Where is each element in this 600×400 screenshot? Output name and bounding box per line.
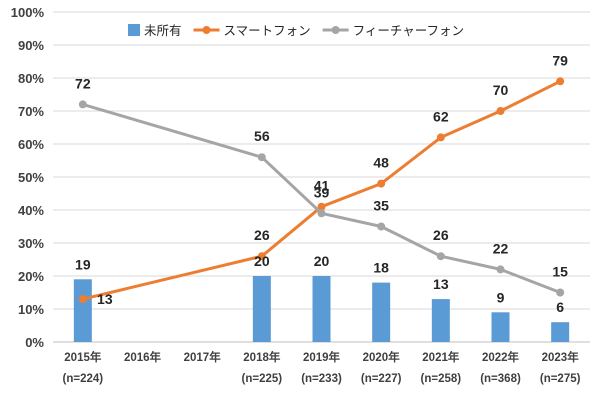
data-label: 13 [97,291,113,307]
data-label: 41 [314,178,330,194]
series-point [496,107,505,115]
data-label: 9 [497,289,505,305]
y-tick-label: 60% [18,137,44,152]
x-tick-note: (n=227) [361,373,402,385]
x-tick-label: 2016年 [124,350,162,364]
y-tick-label: 80% [18,71,44,86]
x-tick-label: 2023年 [542,350,580,364]
y-tick-label: 0% [25,335,44,350]
bar [312,276,331,342]
bar [551,322,570,342]
x-tick-note: (n=225) [242,373,283,385]
data-label: 79 [552,52,568,68]
data-label: 72 [75,75,91,91]
x-tick-note: (n=258) [421,373,462,385]
y-tick-label: 30% [18,236,44,251]
y-tick-label: 20% [18,269,44,284]
legend: 未所有 スマートフォン フィーチャーフォン [128,23,464,38]
line-series [78,77,565,304]
legend-swatch [128,24,140,36]
legend-marker [331,26,340,34]
legend-label: スマートフォン [224,23,311,38]
y-tick-label: 50% [18,170,44,185]
series-point [257,252,266,261]
data-label: 35 [373,198,389,214]
legend-marker [202,26,211,34]
data-label: 70 [493,82,509,98]
data-label: 20 [254,253,270,269]
series-point [317,202,326,211]
series-point [377,222,386,231]
series-point [556,77,565,86]
x-tick-note: (n=368) [480,373,521,385]
y-tick-label: 100% [11,5,45,20]
bar [491,312,510,342]
series-point [496,265,505,274]
data-label: 22 [493,240,509,256]
series-point [436,133,445,142]
data-label: 62 [433,108,449,124]
data-label: 48 [373,155,389,171]
y-tick-label: 70% [18,104,44,119]
y-axis: 0% 10% 20% 30% 40% 50% 60% 70% 80% 90% 100% [11,5,45,350]
legend-label: 未所有 [144,23,182,38]
data-label: 26 [433,227,449,243]
series-point [78,100,87,109]
y-tick-label: 10% [18,302,44,317]
data-labels: 13 26 41 48 62 70 79 72 56 39 35 26 22 15 19 20 20 18 13 9 6 [75,52,568,315]
bar [73,279,92,342]
series-point [78,295,87,304]
series-point [377,179,386,188]
data-label: 6 [556,299,564,315]
x-tick-label: 2018年 [243,350,281,364]
data-label: 13 [433,276,449,292]
series-point [317,209,326,218]
data-label: 19 [75,256,91,272]
x-tick-label: 2020年 [363,350,401,364]
data-label: 26 [254,227,270,243]
y-tick-label: 90% [18,38,44,53]
x-tick-label: 2022年 [482,350,520,364]
series-point [556,288,565,297]
bar [372,282,391,342]
bar-series [73,276,570,342]
bar [252,276,271,342]
x-tick-label: 2017年 [184,350,222,364]
bar [431,299,450,342]
x-tick-note: (n=224) [63,373,104,385]
x-tick-note: (n=233) [301,373,342,385]
x-tick-label: 2015年 [64,350,102,364]
data-label: 39 [314,184,330,200]
x-tick-note: (n=275) [540,373,581,385]
data-label: 20 [314,253,330,269]
data-label: 15 [552,264,568,280]
x-tick-label: 2021年 [422,350,460,364]
x-tick-label: 2019年 [303,350,341,364]
series-point [257,153,266,162]
series-point [436,252,445,261]
legend-label: フィーチャーフォン [353,23,464,38]
y-tick-label: 40% [18,203,44,218]
data-label: 18 [373,260,389,276]
data-label: 56 [254,128,270,144]
x-axis: 2015年 (n=224) 2016年 2017年 2018年 (n=225) 2019年 (… [63,350,581,385]
